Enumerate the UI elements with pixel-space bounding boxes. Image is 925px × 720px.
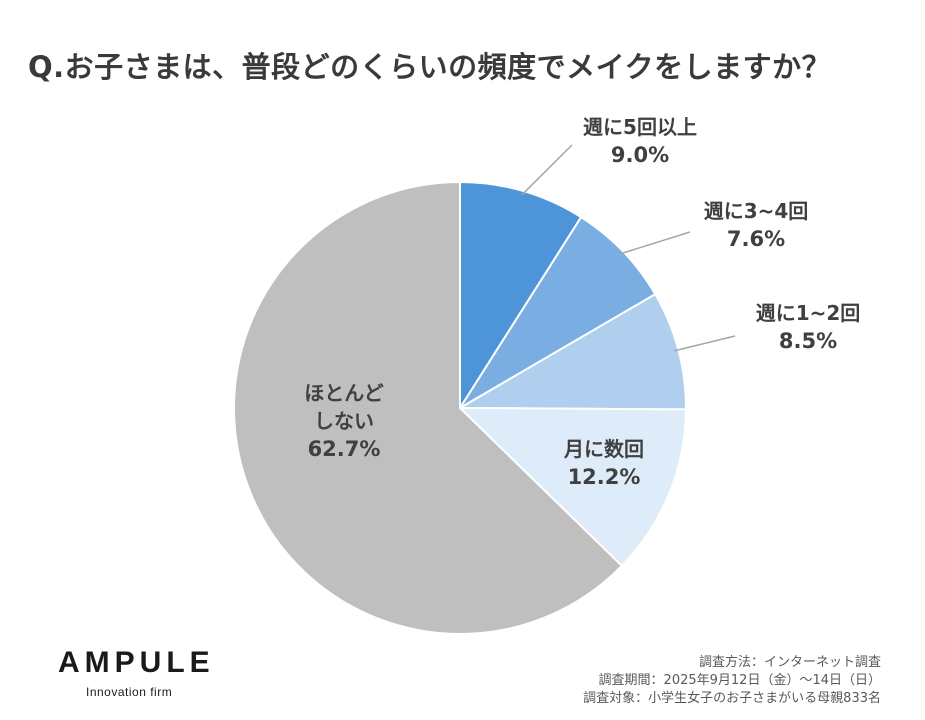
survey-notes: 調査方法：インターネット調査 調査期間：2025年9月12日（金）～14日（日）… <box>583 654 881 708</box>
survey-period: 調査期間：2025年9月12日（金）～14日（日） <box>598 673 881 688</box>
slice-category-label: 週に5回以上 <box>583 115 697 139</box>
leader-line <box>619 231 691 255</box>
slice-labels: 週に5回以上 9.0% 週に3~4回 7.6% 週に1~2回 8.5% 月に数回 12.2% ほ… <box>304 115 860 489</box>
slice-category-label: 週に3~4回 <box>704 199 809 223</box>
slice-value-label: 7.6% <box>727 227 785 251</box>
pie-slice <box>459 180 583 412</box>
survey-target: 調査対象：小学生女子のお子さまがいる母親833名 <box>583 691 881 706</box>
slice-category-label: しない <box>314 409 374 433</box>
pie-slice <box>459 215 657 409</box>
slice-value-label: 62.7% <box>308 437 381 461</box>
pie-slice <box>457 406 688 568</box>
ampule-logo: AMPULE Innovation firm <box>58 646 258 700</box>
slice-category-label: 月に数回 <box>563 437 644 461</box>
slice-value-label: 8.5% <box>779 329 837 353</box>
leader-lines <box>521 144 736 352</box>
slice-value-label: 9.0% <box>611 143 669 167</box>
survey-method: 調査方法：インターネット調査 <box>698 655 881 670</box>
leader-line <box>674 335 736 352</box>
logo-wordmark: AMPULE <box>58 646 215 679</box>
leader-line <box>521 144 573 196</box>
pie-slices <box>233 180 688 635</box>
chart-title: Q.お子さまは、普段どのくらいの頻度でメイクをしますか？ <box>28 50 832 84</box>
pie-slice <box>233 180 624 635</box>
logo-tagline: Innovation firm <box>86 685 173 699</box>
slice-category-label: 週に1~2回 <box>756 301 861 325</box>
slice-category-label: ほとんど <box>304 381 383 405</box>
slice-value-label: 12.2% <box>568 465 641 489</box>
